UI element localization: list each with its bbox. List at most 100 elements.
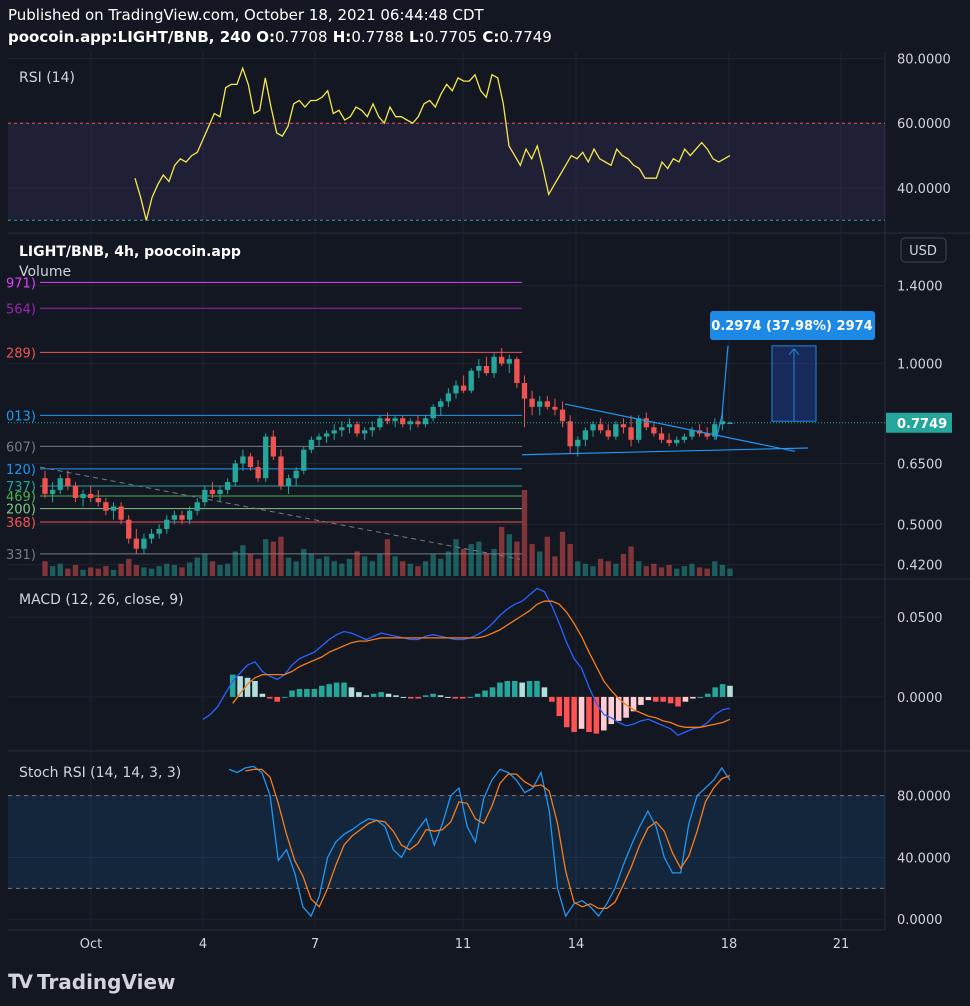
candle-body [331,430,337,434]
candle-body [72,485,79,499]
candle-body [141,538,147,549]
last-price-badge[interactable] [886,412,952,433]
candle-body [88,493,94,499]
volume-bar [278,536,284,576]
tradingview-logo-icon: 𝐓𝗩 [8,971,33,993]
candle-body [217,489,223,494]
candle-body [110,506,117,511]
volume-bar [727,568,733,576]
macd-histogram-bar [586,696,592,733]
candle-body [438,401,444,407]
candle-body [232,463,238,483]
candle-body [118,506,124,520]
last-price-label: 0.7749 [897,417,947,432]
volume-bar [308,553,315,576]
volume-bar [537,551,543,576]
chart-canvas[interactable]: RSI (14) 971) 564) 289) 013) 607) 120) 737)469)… [0,0,970,960]
candle-body [422,418,429,425]
candle-body [460,385,467,391]
volume-bar [575,561,581,576]
volume-bar [247,553,254,576]
macd-histogram-bar [660,696,666,702]
macd-histogram-bar [682,696,689,702]
stoch-pane[interactable]: Stoch RSI (14, 14, 3, 3) [8,765,885,918]
volume-bar [491,548,497,576]
macd-histogram-bar [511,680,518,697]
macd-histogram-bar [267,696,273,699]
time-tick-label: 7 [311,937,319,952]
volume-bar [118,563,124,576]
rsi-pane[interactable]: RSI (14) [8,66,885,221]
candle-body [666,439,672,444]
price-tick-label: 0.0500 [897,611,943,626]
triangle-lower-line[interactable] [521,447,809,456]
candle-body [605,430,611,437]
volume-bar [270,541,276,576]
candle-body [544,401,550,407]
fib-level-label: 289) [6,346,36,361]
volume-bar [202,553,208,576]
candle-body [651,427,657,434]
macd-pane[interactable]: MACD (12, 26, close, 9) [19,587,733,736]
price-axis[interactable]: 80.0000 60.0000 40.0000 1.4000 1.0000 0.6500 0… [886,52,952,928]
volume-bar [331,561,337,576]
macd-histogram-bar [385,693,392,697]
macd-histogram-bar [719,684,726,697]
panes[interactable]: RSI (14) 971) 564) 289) 013) 607) 120) 737)469)… [6,66,885,918]
volume-bar [263,539,269,576]
rsi-band-background [8,123,885,221]
macd-histogram-bar [697,696,704,698]
candle-body [171,515,178,520]
volume-bar [209,561,216,576]
volume-bar [346,558,353,576]
macd-histogram-bar [363,695,370,697]
price-pane[interactable]: 971) 564) 289) 013) 607) 120) 737)469)200)368)… [6,244,885,576]
candle-body [247,456,254,468]
candle-body [643,418,649,428]
candle-body [126,519,132,539]
volume-bar [628,546,634,576]
volume-bar [468,544,474,576]
volume-bar [293,561,299,576]
candle-body [628,427,634,440]
time-tick-label: Oct [80,937,102,952]
volume-bar [506,534,512,576]
triangle-upper-line[interactable] [564,403,796,452]
dashed-trendline [39,466,521,560]
tradingview-footer[interactable]: 𝐓𝗩 TradingView [8,970,176,994]
currency-button[interactable] [900,237,947,263]
volume-bar [339,563,345,576]
measure-label-box[interactable] [710,311,875,340]
volume-bar [323,556,330,576]
macd-histogram-bar [252,680,258,697]
time-tick-label: 11 [455,937,472,952]
macd-histogram-bar [549,696,555,702]
candle-body [674,439,680,444]
projection-line[interactable] [715,345,729,440]
time-tick-label: 18 [721,937,738,952]
volume-bar [445,551,452,576]
macd-histogram-bar [593,696,600,734]
volume-bar [255,558,261,576]
volume-bar [438,558,444,576]
volume-title: Volume [19,264,71,280]
candle-body [575,439,581,447]
time-axis[interactable]: Oct 4 7 11 14 18 21 [80,937,850,952]
candle-body [552,406,558,410]
price-tick-label: 0.0000 [897,691,943,706]
macd-histogram-bar [712,687,718,697]
fib-level-label: 013) [6,409,36,424]
macd-histogram-bar [259,693,266,697]
volume-bar [179,567,185,576]
plot-area[interactable] [8,52,885,930]
candle-body [415,421,421,425]
volume-bar [95,568,101,576]
grid-lines [8,52,970,931]
close-value: 0.7749 [499,28,552,46]
volume-bar [354,551,360,576]
symbol-label[interactable]: poocoin.app:LIGHT/BNB, 240 [8,28,252,46]
volume-bar [49,566,56,576]
volume-bar [362,556,368,576]
fib-level-label: 200) [6,503,36,518]
high-label: H: [332,28,352,46]
